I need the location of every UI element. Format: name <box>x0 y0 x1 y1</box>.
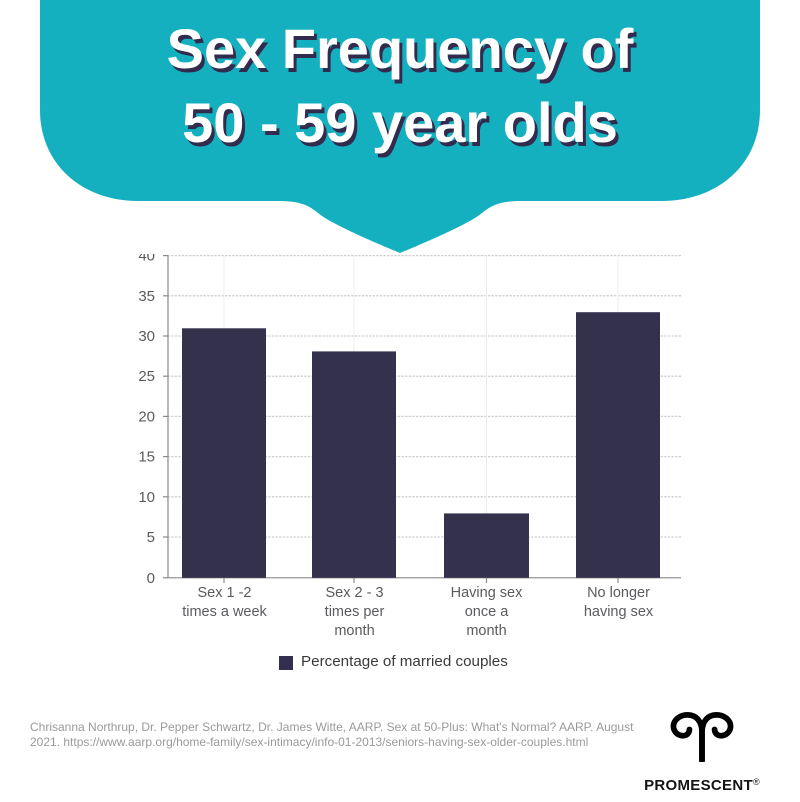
svg-text:5: 5 <box>147 529 155 546</box>
svg-text:20: 20 <box>138 408 155 425</box>
svg-text:35: 35 <box>138 288 155 305</box>
svg-text:25: 25 <box>138 368 155 385</box>
svg-text:15: 15 <box>138 449 155 466</box>
svg-text:10: 10 <box>138 489 155 506</box>
svg-text:30: 30 <box>138 328 155 345</box>
svg-text:40: 40 <box>138 254 155 265</box>
svg-text:0: 0 <box>147 570 155 587</box>
